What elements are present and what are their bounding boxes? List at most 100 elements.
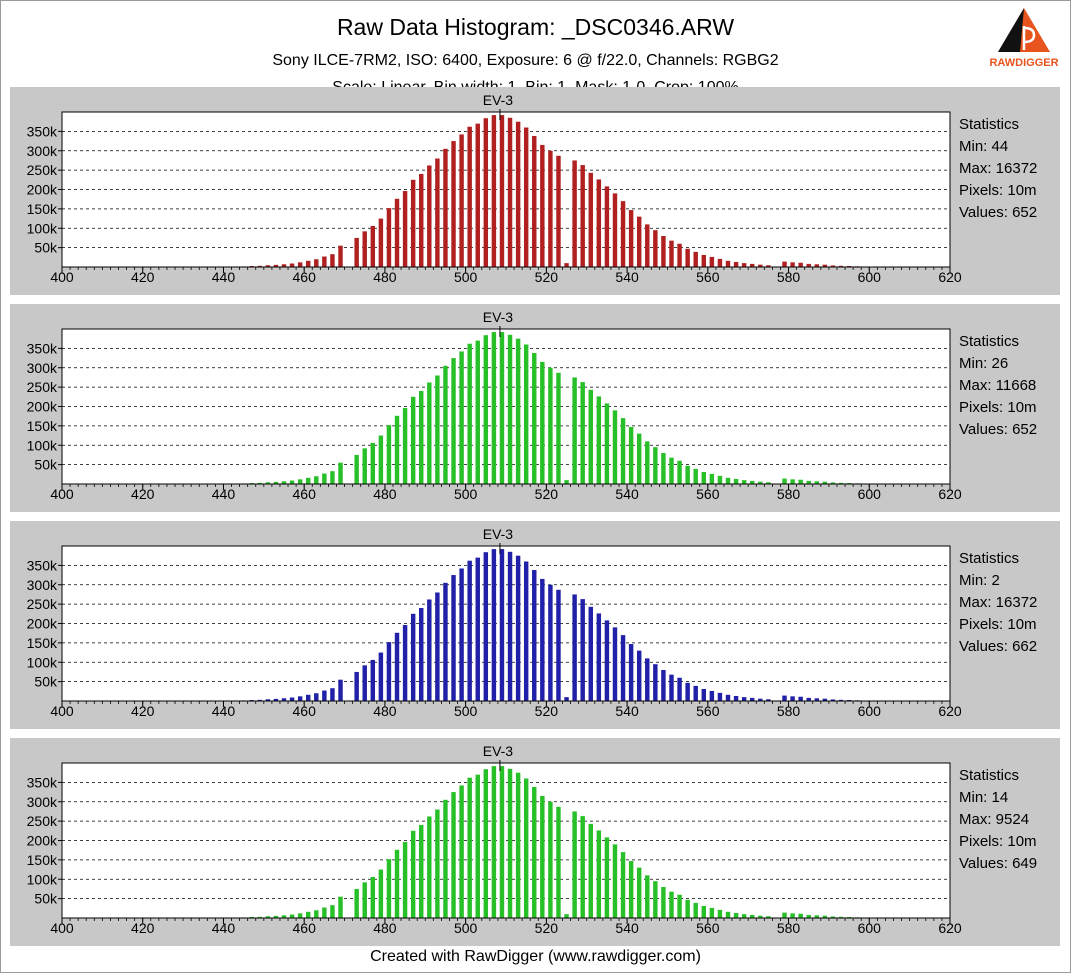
histogram-bar [766,916,771,918]
histogram-bar [604,186,610,267]
histogram-bar [620,418,626,484]
y-tick-label: 350k [27,774,58,790]
y-tick-label: 300k [27,577,58,593]
histogram-bar [330,471,335,484]
histogram-bar [733,478,739,484]
histogram-bar [273,264,279,267]
histogram-bar [548,150,553,267]
histogram-bar [394,198,400,267]
stats-heading: Statistics [959,116,1020,133]
x-tick-label: 560 [696,703,720,719]
x-tick-label: 440 [212,269,236,285]
histogram-bar [402,842,408,918]
histogram-bar [572,160,577,267]
x-tick-label: 500 [454,486,478,502]
histogram-bar [523,561,529,701]
histogram-bar [709,690,715,701]
rawdigger-logo: RAWDIGGER [990,8,1058,69]
histogram-bar [661,453,666,484]
stats-values: Values: 652 [959,204,1038,221]
histogram-bar [362,231,367,267]
histogram-bar [451,358,456,484]
y-tick-label: 100k [27,220,58,236]
histogram-bar [386,208,392,267]
histogram-panel-green: 400 420 440 460 480 500 520 540 560 580 600 620 50k 1… [10,304,1060,512]
stats-max: Max: 11668 [959,377,1037,394]
histogram-bar [523,127,529,267]
histogram-bar [636,433,642,484]
histogram-bar [265,482,271,484]
ev-label: EV-3 [483,309,514,325]
histogram-bar [685,248,690,267]
histogram-bar [394,632,400,701]
histogram-bar [475,340,480,484]
histogram-bar [588,606,593,701]
histogram-bar [483,552,489,701]
histogram-bar [564,914,569,918]
x-tick-label: 460 [293,703,317,719]
histogram-bar [540,795,545,918]
histogram-bar [709,473,715,484]
histogram-bar [515,338,521,484]
y-tick-label: 200k [27,399,58,415]
histogram-bar [386,425,392,484]
histogram-bar [338,679,343,701]
x-tick-label: 440 [212,486,236,502]
histogram-bar [806,263,811,267]
stats-block: Statistics Min: 44 Max: 16372 Pixels: 10… [959,114,1037,224]
histogram-bar [322,690,327,701]
histogram-bar [483,118,489,267]
histogram-bar [661,670,666,701]
histogram-bar [257,699,263,701]
histogram-bar [645,658,650,701]
histogram-bar [378,652,384,701]
histogram-bar [653,664,658,701]
y-tick-label: 100k [27,654,58,670]
histogram-bar [701,688,707,701]
histogram-bar [322,256,327,267]
histogram-bar [467,777,472,918]
stats-heading: Statistics [959,550,1020,567]
y-tick-label: 250k [27,379,58,395]
x-tick-label: 420 [131,920,155,936]
histogram-bar [741,914,747,918]
histogram-bar [693,251,698,267]
histogram-chart-blue: 400 420 440 460 480 500 520 540 560 580 600 620 50k 1… [27,526,962,719]
y-tick-label: 50k [34,891,58,907]
histogram-bar [459,351,464,484]
histogram-bar [459,134,464,267]
histogram-bar [402,191,408,267]
histogram-bar [822,481,828,484]
histogram-bar [289,263,295,267]
stats-values: Values: 652 [959,421,1038,438]
histogram-chart-green2: 400 420 440 460 480 500 520 540 560 580 600 620 50k 1… [27,743,962,936]
histogram-bar [499,115,505,267]
histogram-bar [725,477,731,484]
histogram-bar [297,262,303,267]
histogram-bar [523,344,529,484]
histogram-bar [685,682,690,701]
stats-heading: Statistics [959,333,1020,350]
histogram-bar [338,462,343,484]
histogram-bar [556,155,561,267]
histogram-bar [548,801,553,918]
histogram-bar [540,144,545,267]
histogram-panel-red: 400 420 440 460 480 500 520 540 560 580 600 620 50k 1… [10,87,1060,295]
histogram-bar [475,774,480,918]
histogram-bar [410,830,416,918]
histogram-bar [330,905,335,918]
y-tick-label: 300k [27,143,58,159]
histogram-bar [435,809,440,918]
histogram-bar [766,482,771,484]
histogram-bar [685,465,690,484]
x-tick-label: 620 [938,703,962,719]
histogram-bar [717,475,723,484]
y-tick-label: 350k [27,123,58,139]
histogram-bar [701,254,707,267]
histogram-bar [491,115,497,267]
histogram-bar [653,230,658,267]
x-tick-label: 520 [535,703,559,719]
histogram-bar [580,382,585,484]
y-tick-label: 300k [27,794,58,810]
histogram-bar [281,915,287,918]
